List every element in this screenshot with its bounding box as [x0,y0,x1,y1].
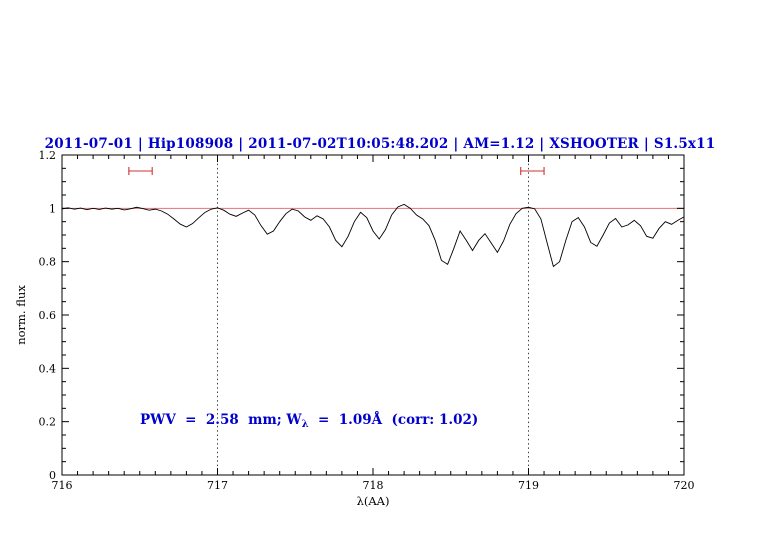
x-tick-label: 717 [207,479,228,492]
y-tick-label: 0.8 [39,256,57,269]
annotation-post: = 1.09Å (corr: 1.02) [308,412,479,428]
y-tick-label: 0.6 [39,309,57,322]
spectrum-line [61,203,685,268]
x-tick-label: 718 [363,479,384,492]
y-tick-label: 0.2 [39,416,57,429]
plot-title: 2011-07-01 | Hip108908 | 2011-07-02T10:0… [44,136,716,152]
x-tick-label: 720 [674,479,695,492]
x-axis-label: λ(AA) [356,494,390,508]
y-tick-label: 1.2 [39,149,57,162]
y-tick-label: 0.4 [39,362,57,375]
pwv-annotation: PWV = 2.58 mm; Wλ = 1.09Å (corr: 1.02) [140,412,478,430]
x-tick-label: 719 [518,479,539,492]
annotation-pre: PWV = 2.58 mm; W [140,412,302,428]
x-tick-label: 716 [52,479,73,492]
y-tick-label: 1 [49,202,56,215]
y-tick-label: 0 [49,469,56,482]
annotation-lambda-subscript: λ [301,419,309,430]
y-axis-label: norm. flux [14,285,28,345]
